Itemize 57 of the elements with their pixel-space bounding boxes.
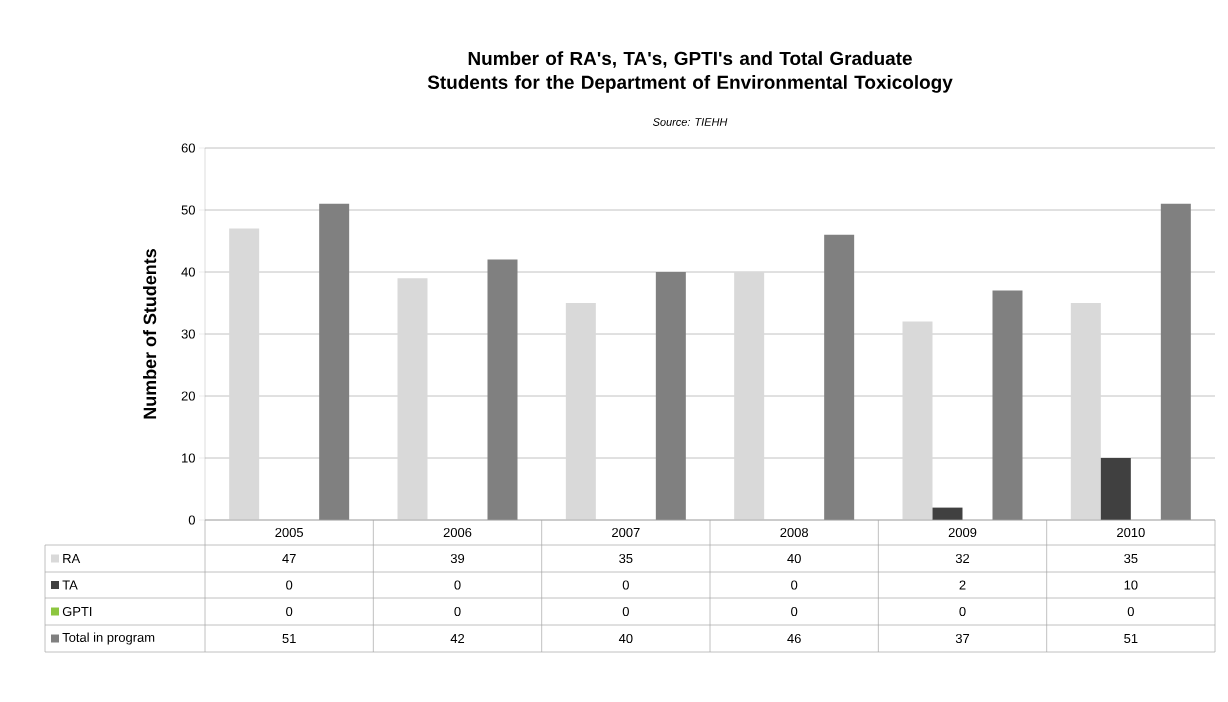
bar (1160, 203, 1191, 521)
data-label: 40 (787, 553, 801, 564)
bar (565, 303, 596, 521)
x-tick-label: 2010 (1117, 527, 1145, 538)
y-tick-label: 50 (181, 205, 195, 215)
legend-label: Total in program (62, 632, 155, 645)
x-tick-label: 2007 (612, 527, 640, 538)
legend-label: RA (63, 554, 81, 563)
data-label: 32 (955, 553, 970, 564)
y-tick-label: 30 (181, 329, 195, 339)
bar (655, 272, 686, 521)
data-label: 47 (282, 554, 296, 563)
source-note: Source: TIEHH (652, 118, 728, 126)
y-tick-label: 60 (181, 143, 195, 153)
x-tick-label: 2005 (275, 527, 304, 538)
data-label: 51 (282, 633, 296, 644)
data-label: 0 (959, 606, 966, 617)
data-label: 0 (1127, 606, 1134, 617)
bar (1100, 458, 1131, 521)
data-label: 0 (622, 606, 629, 617)
x-tick-label: 2009 (948, 527, 977, 538)
data-label: 0 (791, 580, 798, 590)
bar (229, 228, 260, 521)
y-tick-label: 0 (188, 515, 195, 525)
y-tick-label: 20 (181, 391, 195, 401)
data-label: 2 (959, 580, 966, 590)
bar (1070, 303, 1101, 521)
data-label: 35 (619, 553, 633, 564)
y-axis-title: Number of Students (143, 249, 157, 419)
bar (487, 259, 518, 521)
data-label: 37 (955, 633, 970, 644)
bar (992, 290, 1023, 521)
legend-label: TA (62, 580, 78, 590)
y-tick-label: 10 (182, 453, 195, 463)
legend-label: GPTI (62, 606, 92, 617)
data-label: 51 (1124, 633, 1138, 644)
data-label: 0 (791, 606, 798, 617)
x-tick-label: 2008 (780, 527, 809, 538)
bar (824, 234, 855, 521)
bar (902, 321, 933, 521)
data-label: 10 (1124, 580, 1138, 590)
data-label: 0 (286, 580, 293, 590)
y-tick-label: 40 (181, 267, 195, 277)
bar (734, 272, 765, 521)
bar (397, 278, 428, 521)
chart-title: Number of RA's, TA's, GPTI's and Total Graduate Students for the Department of Environmental Toxicology (427, 51, 953, 93)
data-label: 35 (1124, 553, 1138, 564)
data-label: 0 (454, 580, 461, 590)
data-label: 0 (622, 580, 629, 590)
data-label: 39 (450, 553, 465, 564)
data-label: 0 (454, 606, 461, 617)
data-label: 46 (787, 633, 801, 644)
data-label: 40 (618, 633, 633, 644)
x-tick-label: 2006 (443, 527, 472, 538)
data-label: 0 (286, 606, 293, 617)
bar (319, 203, 350, 521)
data-label: 42 (450, 633, 465, 644)
